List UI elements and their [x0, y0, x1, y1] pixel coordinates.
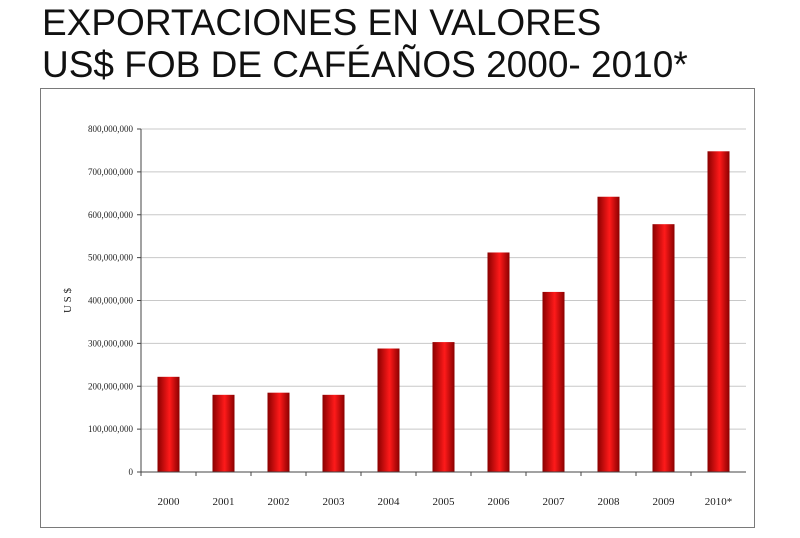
x-tick-label: 2005 — [433, 496, 456, 508]
x-tick-label: 2001 — [213, 496, 235, 508]
bar — [322, 394, 345, 472]
bar — [652, 224, 675, 472]
x-tick-label: 2003 — [323, 496, 346, 508]
bar — [267, 392, 290, 472]
y-tick-label: 800,000,000 — [88, 124, 134, 134]
y-tick-label: 400,000,000 — [88, 296, 134, 306]
title-line-2: US$ FOB DE CAFÉAÑOS 2000- 2010* — [42, 44, 688, 85]
y-tick-label: 200,000,000 — [88, 381, 134, 391]
bar — [212, 394, 235, 472]
axis-labels: 0 100,000,000 200,000,000 300,000,000 400,00… — [62, 124, 732, 508]
x-tick-label: 2006 — [488, 496, 511, 508]
y-tick-label: 700,000,000 — [88, 167, 134, 177]
x-tick-label: 2004 — [378, 496, 401, 508]
x-tick-label: 2010* — [705, 496, 733, 508]
bar — [707, 151, 730, 473]
bars — [157, 151, 730, 473]
bar — [597, 196, 620, 472]
x-tick-label: 2002 — [268, 496, 290, 508]
x-tick-label: 2007 — [543, 496, 566, 508]
y-tick-label: 300,000,000 — [88, 338, 134, 348]
slide-title: EXPORTACIONES EN VALORES US$ FOB DE CAFÉ… — [42, 2, 782, 86]
bar — [377, 348, 400, 472]
bar — [487, 252, 510, 472]
bar — [157, 376, 180, 472]
x-tick-label: 2000 — [158, 496, 181, 508]
y-tick-label: 0 — [129, 467, 134, 477]
axes — [137, 128, 746, 476]
title-line-1: EXPORTACIONES EN VALORES — [42, 2, 602, 43]
x-tick-label: 2009 — [653, 496, 676, 508]
y-tick-label: 500,000,000 — [88, 253, 134, 263]
bar — [432, 342, 455, 472]
bar — [542, 291, 565, 472]
chart-frame: 0 100,000,000 200,000,000 300,000,000 400,00… — [40, 88, 755, 528]
x-tick-label: 2008 — [598, 496, 621, 508]
y-tick-label: 600,000,000 — [88, 210, 134, 220]
y-axis-title: U S $ — [62, 287, 74, 313]
y-tick-label: 100,000,000 — [88, 424, 134, 434]
bar-chart: 0 100,000,000 200,000,000 300,000,000 400,00… — [62, 124, 746, 508]
